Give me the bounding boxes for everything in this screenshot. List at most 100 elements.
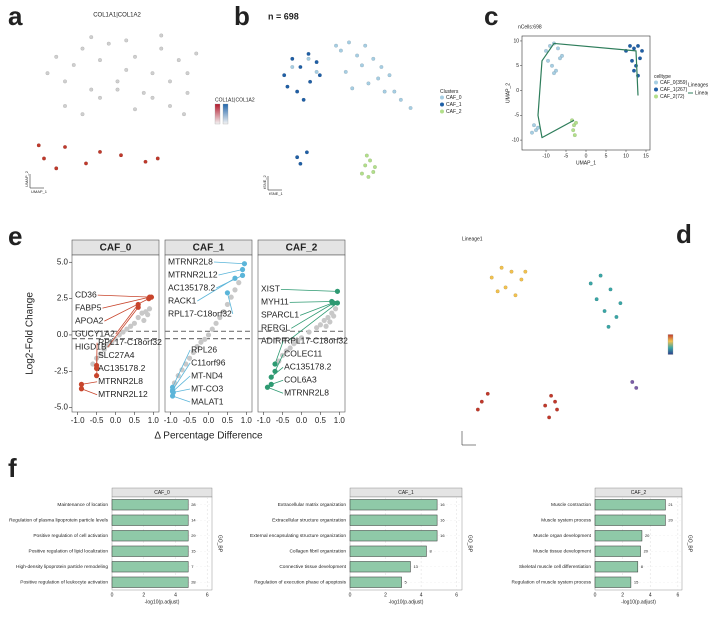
category-label: High-density lipoprotein particle remode…: [16, 564, 108, 570]
gene-point: [334, 300, 341, 306]
x-tick-label: -10: [542, 153, 549, 159]
chart-title: Lineage1: [462, 236, 483, 242]
bar: [111, 499, 189, 511]
point: [475, 407, 480, 412]
point: [298, 335, 305, 341]
gene-label: RPL17-C18orf32: [168, 308, 232, 318]
label-leader: [289, 301, 332, 303]
point: [630, 380, 635, 384]
category-label: Positive regulation of leukocyte activat…: [20, 580, 108, 586]
point: [89, 87, 94, 92]
point: [217, 314, 223, 321]
category-label: External encapsulating structure organiz…: [250, 533, 346, 539]
x-axis-label: -log10(p.adjust): [621, 599, 656, 605]
bar-count: 21: [668, 502, 673, 507]
category-label: Muscle tissue development: [533, 549, 592, 555]
point: [408, 106, 413, 110]
point: [105, 342, 111, 348]
point: [321, 317, 327, 324]
point: [146, 306, 153, 312]
point: [364, 153, 369, 158]
label-leader: [172, 349, 191, 388]
bar: [349, 514, 438, 526]
gene-point: [272, 368, 278, 374]
point: [84, 161, 88, 166]
point: [224, 301, 231, 308]
chart-title: COL1A1|COL1A2: [93, 13, 141, 19]
label-leader: [274, 354, 284, 372]
point: [128, 323, 134, 329]
point: [97, 351, 103, 357]
x-tick-label: 0.5: [315, 416, 327, 425]
panel-label: f: [8, 453, 17, 483]
point: [606, 324, 611, 329]
point: [314, 325, 320, 331]
point: [80, 46, 85, 51]
gene-label: FABP5: [75, 302, 102, 312]
label-leader: [291, 302, 334, 329]
category-label: Extracellular matrix organization: [278, 502, 347, 508]
bar: [349, 561, 411, 573]
gene-label: RPL17-C18orf32: [284, 336, 348, 346]
bar-count: 29: [191, 533, 196, 538]
x-tick-label: 4: [649, 592, 652, 598]
legend-swatch: [440, 109, 444, 114]
x-tick-label: -1.0: [71, 416, 85, 425]
legend-swatch: [654, 94, 658, 99]
gene-point: [239, 266, 246, 273]
bar: [594, 576, 632, 588]
point: [115, 79, 120, 84]
label-leader: [280, 288, 338, 292]
point: [543, 403, 548, 408]
bar-count: 8: [429, 548, 432, 553]
x-tick-label: 5: [605, 153, 608, 159]
x-tick-label: 0.5: [129, 416, 141, 425]
x-tick-label: 1.0: [241, 416, 253, 425]
bar-count: 20: [645, 533, 650, 538]
panel-label: a: [8, 1, 23, 31]
point: [141, 90, 146, 95]
bar-count: 20: [668, 517, 673, 522]
point: [301, 97, 306, 102]
point: [141, 317, 147, 324]
point: [509, 269, 514, 274]
point: [298, 65, 303, 69]
point: [503, 285, 508, 290]
point: [185, 71, 190, 76]
gene-point: [331, 300, 337, 306]
gene-label: COLEC11: [284, 349, 322, 359]
legend-title: Clusters: [440, 89, 459, 95]
bar: [111, 576, 189, 588]
gene-point: [334, 288, 341, 294]
label-leader: [287, 302, 338, 342]
point: [640, 48, 644, 53]
x-tick-label: 0: [349, 592, 352, 598]
bar: [111, 545, 189, 557]
panel-label: e: [8, 221, 22, 251]
y-axis-label: UMAP_2: [24, 170, 29, 187]
gene-label: XIST: [261, 284, 280, 294]
point: [536, 125, 540, 130]
gene-point: [268, 381, 274, 387]
point: [285, 84, 290, 89]
point: [546, 58, 550, 63]
gene-point: [224, 290, 231, 296]
y-tick-label: 5: [516, 63, 519, 69]
bar-count: 15: [634, 579, 639, 584]
y-axis-label: GO_BP: [467, 535, 473, 553]
point: [331, 313, 337, 319]
gene-point: [264, 384, 271, 390]
point: [544, 48, 548, 53]
x-axis-label: -log10(p.adjust): [389, 599, 424, 605]
chart-title: CAF_0: [154, 490, 170, 496]
point: [291, 341, 297, 347]
point: [308, 79, 313, 84]
point: [628, 43, 632, 48]
point: [194, 343, 200, 350]
point: [282, 73, 287, 78]
label-leader: [172, 375, 191, 392]
point: [159, 33, 164, 38]
gene-label: RERGL: [261, 323, 291, 333]
bar-count: 7: [191, 564, 194, 569]
y-tick-label: -10: [512, 137, 519, 143]
